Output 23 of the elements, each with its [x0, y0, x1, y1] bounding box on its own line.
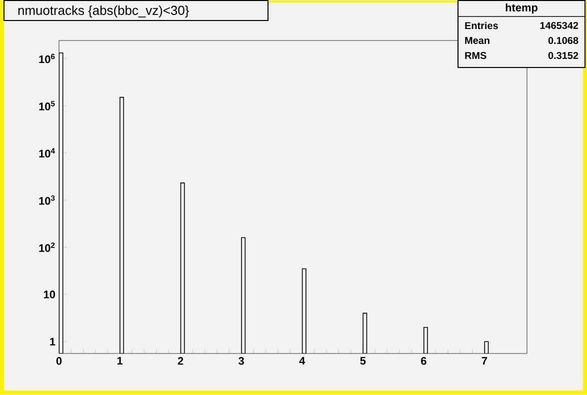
y-tick-label: 10$^{4}$: [39, 148, 55, 158]
text: 1465342: [540, 22, 578, 30]
x-tick-label: 6: [421, 357, 426, 366]
x-tick-label: 4: [299, 357, 306, 365]
y-tick-label: 10$^{3}$: [39, 196, 55, 205]
x-tick-label: 5: [360, 357, 366, 365]
y-tick-label: 1: [50, 338, 56, 346]
annotation: RMS: [465, 52, 486, 60]
x-tick-label: 0: [56, 357, 62, 366]
y-tick-label: 10: [44, 290, 56, 299]
chart-title: nmuotracks {abs(bbc_vz)<30}: [18, 6, 189, 18]
y-tick-label: 10$^{5}$: [39, 101, 55, 111]
text: 0.1068: [548, 37, 578, 44]
x-tick-label: 7: [482, 357, 488, 365]
x-tick-label: 3: [238, 357, 244, 366]
text: Entries: [465, 22, 498, 30]
text: 0.3152: [548, 52, 578, 60]
y-tick-label: 10$^{2}$: [39, 242, 55, 252]
annotation: Mean: [465, 37, 490, 44]
text: htemp: [506, 4, 538, 14]
x-tick-label: 2: [178, 357, 184, 365]
x-tick-label: 1: [117, 357, 123, 365]
y-tick-label: 10$^{6}$: [39, 54, 55, 64]
